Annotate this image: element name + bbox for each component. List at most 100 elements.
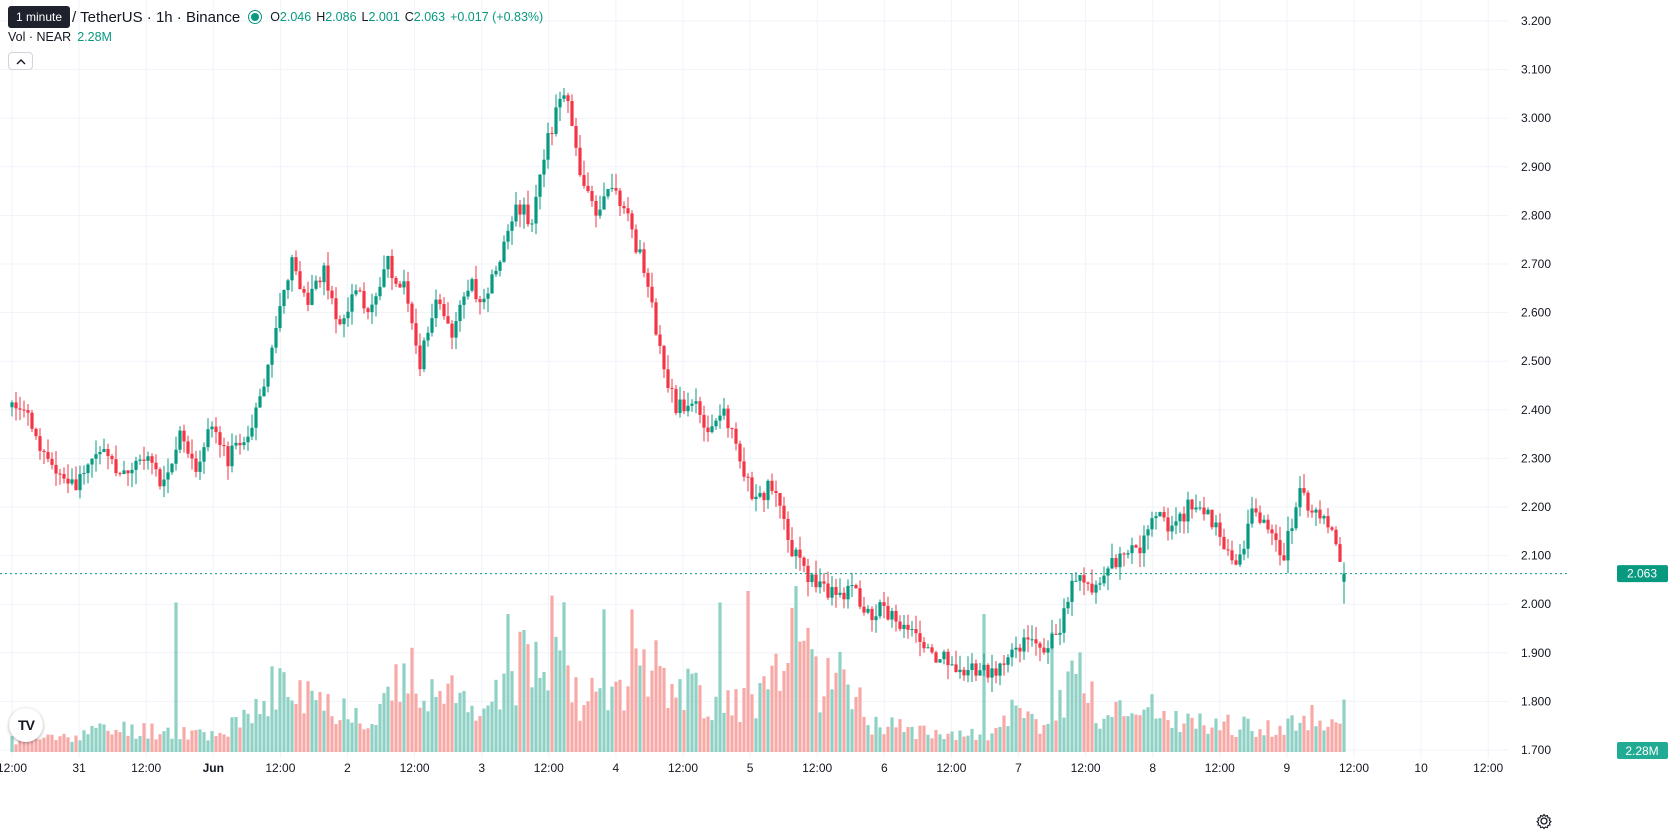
candle-body <box>1270 529 1274 534</box>
candle-body <box>378 286 382 297</box>
symbol-legend: 1 minute / TetherUS · 1h · Binance O2.04… <box>8 6 543 28</box>
candle-body <box>730 428 734 430</box>
candle-body <box>206 429 210 448</box>
volume-bar <box>166 727 170 752</box>
volume-bar <box>562 602 566 752</box>
volume-bar <box>778 690 782 752</box>
collapse-legend-button[interactable] <box>8 52 33 70</box>
candle-body <box>782 505 786 519</box>
volume-bar <box>1146 707 1150 752</box>
candle-body <box>910 629 914 631</box>
candle-body <box>634 229 638 253</box>
candle-body <box>1190 499 1194 510</box>
symbol-title[interactable]: / TetherUS · 1h · Binance <box>72 8 241 26</box>
volume-bar <box>494 679 498 752</box>
candle-body <box>46 452 50 459</box>
volume-bar <box>142 723 146 752</box>
candle-body <box>578 147 582 176</box>
candle-body <box>210 426 214 430</box>
candle-body <box>1194 507 1198 510</box>
volume-bar <box>342 698 346 752</box>
candle-body <box>394 278 398 284</box>
volume-bar <box>830 689 834 752</box>
volume-bar <box>138 735 142 752</box>
candle-body <box>1298 488 1302 508</box>
volume-bar <box>1070 660 1074 752</box>
volume-bar <box>1014 705 1018 752</box>
candle-body <box>858 588 862 607</box>
volume-bar <box>746 591 750 752</box>
candle-body <box>958 669 962 673</box>
volume-bar <box>938 734 942 752</box>
low-value: L2.001 <box>361 10 400 24</box>
candle-body <box>134 460 138 470</box>
volume-bar <box>418 707 422 752</box>
volume-bar <box>250 723 254 752</box>
volume-bar <box>198 729 202 752</box>
volume-bar <box>86 734 90 752</box>
volume-bar <box>1230 735 1234 752</box>
volume-bar <box>454 703 458 752</box>
volume-bar <box>54 739 58 752</box>
candle-body <box>870 608 874 621</box>
candle-body <box>874 616 878 621</box>
candle-body <box>526 204 530 225</box>
candle-body <box>50 458 54 465</box>
candle-body <box>1302 488 1306 493</box>
volume-bar <box>46 734 50 752</box>
volume-bar <box>1190 717 1194 752</box>
time-tick-label: 12:00 <box>668 761 698 775</box>
volume-bar <box>1090 681 1094 752</box>
volume-bar <box>1110 717 1114 752</box>
market-status-icon[interactable] <box>248 10 263 24</box>
volume-bar <box>1178 732 1182 752</box>
candle-body <box>1198 507 1202 509</box>
candle-body <box>534 196 538 224</box>
candle-body <box>1342 573 1346 582</box>
volume-bar <box>398 701 402 752</box>
candle-body <box>618 190 622 207</box>
volume-bar <box>1062 717 1066 752</box>
volume-bar <box>698 685 702 752</box>
volume-bar <box>650 670 654 752</box>
price-tick-label: 2.900 <box>1521 160 1551 174</box>
candle-body <box>662 345 666 370</box>
candle-body <box>1294 507 1298 529</box>
candle-body <box>818 581 822 588</box>
volume-bar <box>106 730 110 752</box>
candle-body <box>34 428 38 437</box>
volume-bar <box>1250 731 1254 752</box>
candle-body <box>194 458 198 472</box>
high-value: H2.086 <box>316 10 357 24</box>
candle-body <box>586 185 590 192</box>
volume-bar <box>1026 711 1030 752</box>
candle-body <box>1222 536 1226 550</box>
volume-bar <box>774 653 778 752</box>
tradingview-logo-icon[interactable]: TV <box>9 708 43 742</box>
candle-body <box>318 280 322 283</box>
candle-body <box>82 473 86 475</box>
volume-bar <box>1050 632 1054 752</box>
candle-body <box>1310 510 1314 513</box>
time-tick-label: 12:00 <box>802 761 832 775</box>
volume-bar <box>1338 723 1342 752</box>
volume-bar <box>246 713 250 752</box>
candle-body <box>106 448 110 457</box>
candle-body <box>226 446 230 467</box>
volume-bar <box>1234 736 1238 752</box>
volume-bar <box>846 684 850 752</box>
candle-body <box>1014 647 1018 650</box>
candle-body <box>842 592 846 600</box>
candle-body <box>834 587 838 595</box>
volume-bar <box>1302 715 1306 752</box>
time-tick-label: 6 <box>881 761 888 775</box>
volume-bar <box>1074 674 1078 752</box>
volume-bar <box>286 696 290 752</box>
candle-body <box>1334 529 1338 545</box>
gear-icon[interactable] <box>1535 812 1553 830</box>
volume-bar <box>658 665 662 752</box>
volume-bar <box>854 696 858 752</box>
volume-legend[interactable]: Vol · NEAR 2.28M <box>8 30 112 44</box>
candle-body <box>442 304 446 317</box>
